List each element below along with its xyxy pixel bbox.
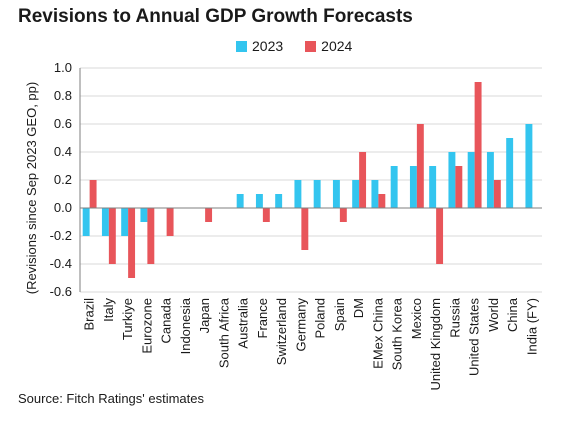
bar-2024 bbox=[205, 208, 213, 222]
bar-2023 bbox=[140, 208, 148, 222]
bar-2023 bbox=[275, 194, 283, 208]
bar-2023 bbox=[82, 208, 90, 236]
bar-2023 bbox=[409, 166, 417, 208]
x-tick-label: Eurozone bbox=[139, 298, 154, 354]
x-tick-label: Mexico bbox=[409, 298, 424, 339]
y-tick-label: -0.6 bbox=[50, 284, 72, 299]
bar-2024 bbox=[416, 124, 424, 208]
bar-2024 bbox=[339, 208, 347, 222]
x-tick-label: France bbox=[255, 298, 270, 338]
x-tick-label: China bbox=[505, 297, 520, 332]
source-note: Source: Fitch Ratings' estimates bbox=[18, 391, 204, 406]
x-tick-label: World bbox=[486, 298, 501, 332]
legend-label-2023: 2023 bbox=[252, 38, 284, 54]
bar-2024 bbox=[108, 208, 116, 264]
x-tick-label: India (FY) bbox=[524, 298, 539, 355]
bar-2024 bbox=[436, 208, 444, 264]
bar-2023 bbox=[467, 152, 475, 208]
bar-2024 bbox=[89, 180, 97, 208]
x-tick-label: United Kingdom bbox=[428, 298, 443, 391]
bar-2023 bbox=[525, 124, 533, 208]
bar-2023 bbox=[236, 194, 244, 208]
y-axis-label: (Revisions since Sep 2023 GEO, pp) bbox=[24, 82, 39, 294]
x-tick-label: Russia bbox=[447, 297, 462, 338]
legend-label-2024: 2024 bbox=[321, 38, 353, 54]
x-tick-label: Australia bbox=[236, 297, 251, 348]
bar-2024 bbox=[301, 208, 309, 250]
x-axis: Brazil Italy Turkiye Eurozone Canada Indonesi… bbox=[80, 207, 542, 391]
x-tick-label: Japan bbox=[197, 298, 212, 333]
bar-2023 bbox=[313, 180, 321, 208]
x-tick-label: DM bbox=[351, 298, 366, 318]
x-tick-label: EMex China bbox=[370, 297, 385, 369]
bar-2023 bbox=[371, 180, 379, 208]
x-tick-label: Spain bbox=[332, 298, 347, 331]
y-tick-label: 0.8 bbox=[54, 88, 72, 103]
y-tick-label: -0.2 bbox=[50, 228, 72, 243]
y-tick-label: 0.2 bbox=[54, 172, 72, 187]
bars bbox=[82, 82, 533, 278]
x-tick-label: Poland bbox=[313, 298, 328, 338]
bar-2023 bbox=[486, 152, 494, 208]
x-tick-label: South Korea bbox=[390, 297, 405, 370]
bar-2024 bbox=[166, 208, 174, 236]
x-tick-label: Italy bbox=[101, 298, 116, 322]
bar-2024 bbox=[493, 180, 501, 208]
bar-2024 bbox=[378, 194, 386, 208]
bar-2023 bbox=[429, 166, 437, 208]
bar-2023 bbox=[506, 138, 514, 208]
x-tick-label: Turkiye bbox=[120, 298, 135, 340]
x-tick-label: United States bbox=[467, 298, 482, 377]
legend-item-2024: 2024 bbox=[305, 38, 352, 54]
bar-2024 bbox=[262, 208, 270, 222]
legend: 2023 2024 bbox=[236, 38, 352, 54]
legend-swatch-2024 bbox=[305, 40, 317, 52]
bar-2023 bbox=[448, 152, 456, 208]
bar-2024 bbox=[359, 152, 367, 208]
bar-2023 bbox=[121, 208, 129, 236]
y-tick-label: 0.6 bbox=[54, 116, 72, 131]
y-axis: 1.0 0.8 0.6 0.4 0.2 0.0 -0.2 -0.4 -0.6 bbox=[50, 60, 81, 299]
bar-2024 bbox=[455, 166, 463, 208]
x-tick-label: Indonesia bbox=[178, 297, 193, 354]
bar-2023 bbox=[390, 166, 398, 208]
legend-swatch-2023 bbox=[236, 40, 247, 52]
x-tick-label: South Africa bbox=[216, 297, 231, 368]
legend-item-2023: 2023 bbox=[236, 38, 283, 54]
chart-title: Revisions to Annual GDP Growth Forecasts bbox=[18, 6, 413, 27]
y-tick-label: 1.0 bbox=[54, 60, 72, 75]
x-tick-label: Switzerland bbox=[274, 298, 289, 365]
bar-2024 bbox=[474, 82, 482, 208]
bar-2023 bbox=[294, 180, 302, 208]
x-tick-label: Germany bbox=[293, 298, 308, 352]
bar-2024 bbox=[128, 208, 136, 278]
bar-2024 bbox=[147, 208, 155, 264]
bar-2023 bbox=[352, 180, 360, 208]
bar-2023 bbox=[101, 208, 109, 236]
y-tick-label: -0.4 bbox=[50, 256, 72, 271]
y-tick-label: 0.4 bbox=[54, 144, 72, 159]
y-tick-label: 0.0 bbox=[54, 200, 72, 215]
x-tick-label: Brazil bbox=[82, 298, 97, 331]
bar-2023 bbox=[255, 194, 263, 208]
bar-2023 bbox=[332, 180, 340, 208]
x-tick-label: Canada bbox=[159, 297, 174, 343]
